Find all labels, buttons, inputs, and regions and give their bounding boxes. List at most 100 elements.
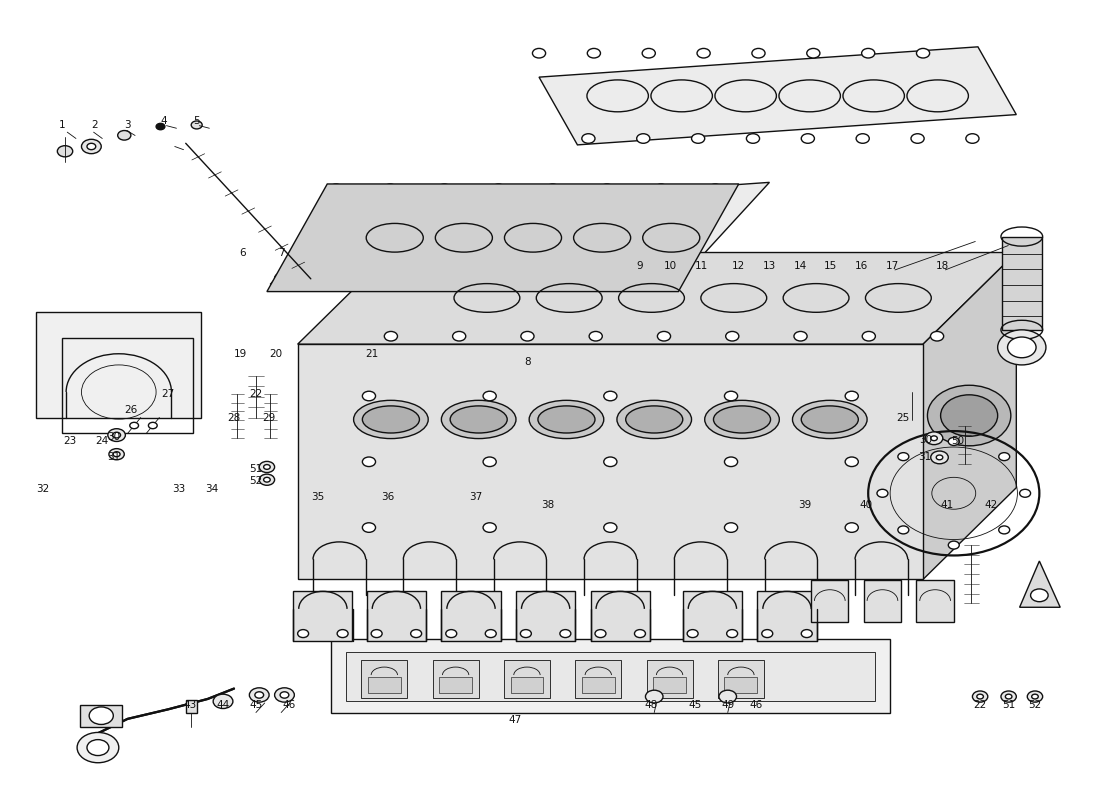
Circle shape <box>264 478 271 482</box>
Bar <box>345 652 874 702</box>
Circle shape <box>191 121 202 129</box>
Text: 49: 49 <box>722 699 735 710</box>
Circle shape <box>260 462 275 473</box>
Bar <box>575 660 622 698</box>
Ellipse shape <box>801 406 858 433</box>
Text: eurospareparts: eurospareparts <box>333 376 767 424</box>
Bar <box>186 700 197 713</box>
Circle shape <box>521 331 534 341</box>
Circle shape <box>81 139 101 154</box>
Text: 3: 3 <box>124 120 131 130</box>
Circle shape <box>601 184 614 194</box>
Ellipse shape <box>792 400 867 438</box>
Polygon shape <box>1020 561 1060 607</box>
Bar <box>294 591 352 641</box>
Bar <box>758 591 816 641</box>
Ellipse shape <box>450 406 507 433</box>
Circle shape <box>590 331 603 341</box>
Text: 50: 50 <box>952 437 965 446</box>
Bar <box>916 580 954 622</box>
Text: 32: 32 <box>36 484 50 494</box>
Circle shape <box>329 274 342 283</box>
Circle shape <box>998 330 1046 365</box>
Circle shape <box>89 707 113 725</box>
Text: 29: 29 <box>263 413 276 422</box>
Bar <box>864 580 901 622</box>
Circle shape <box>801 630 812 638</box>
Circle shape <box>483 457 496 466</box>
Circle shape <box>384 331 397 341</box>
Text: 15: 15 <box>824 261 837 271</box>
Circle shape <box>280 692 289 698</box>
Text: 46: 46 <box>283 699 296 710</box>
Text: 21: 21 <box>365 349 378 358</box>
Circle shape <box>113 452 120 457</box>
Circle shape <box>654 184 668 194</box>
Circle shape <box>845 391 858 401</box>
Bar <box>582 678 615 694</box>
Bar <box>80 705 122 727</box>
Bar <box>811 580 848 622</box>
Circle shape <box>931 451 948 464</box>
Circle shape <box>560 630 571 638</box>
Circle shape <box>1031 589 1048 602</box>
Circle shape <box>255 692 264 698</box>
Bar <box>439 678 472 694</box>
Ellipse shape <box>362 406 419 433</box>
Circle shape <box>1001 691 1016 702</box>
Text: 52: 52 <box>250 476 263 486</box>
Circle shape <box>118 130 131 140</box>
Text: 45: 45 <box>689 699 702 710</box>
Circle shape <box>483 522 496 532</box>
Bar <box>683 591 743 641</box>
Circle shape <box>410 630 421 638</box>
Circle shape <box>635 630 646 638</box>
Polygon shape <box>298 253 1016 344</box>
Text: 26: 26 <box>124 405 138 414</box>
Circle shape <box>547 184 559 194</box>
Circle shape <box>931 331 944 341</box>
Circle shape <box>845 457 858 466</box>
Text: 1: 1 <box>58 120 65 130</box>
Circle shape <box>999 453 1010 461</box>
Circle shape <box>383 274 396 283</box>
Text: 12: 12 <box>733 261 746 271</box>
Circle shape <box>801 134 814 143</box>
Text: 23: 23 <box>63 437 76 446</box>
Text: 7: 7 <box>278 247 285 258</box>
Circle shape <box>492 274 505 283</box>
Text: 8: 8 <box>525 357 531 366</box>
Circle shape <box>492 184 505 194</box>
Circle shape <box>112 432 121 438</box>
Circle shape <box>898 453 909 461</box>
Text: 22: 22 <box>250 389 263 398</box>
Circle shape <box>130 422 139 429</box>
Text: 30: 30 <box>918 435 932 445</box>
Circle shape <box>520 630 531 638</box>
Circle shape <box>726 331 739 341</box>
Text: eurospareparts: eurospareparts <box>333 456 767 504</box>
Circle shape <box>87 143 96 150</box>
Bar <box>591 591 650 641</box>
Circle shape <box>725 522 738 532</box>
Circle shape <box>658 331 671 341</box>
Text: 18: 18 <box>936 261 949 271</box>
Circle shape <box>1032 694 1038 699</box>
Bar <box>441 591 500 641</box>
Circle shape <box>604 457 617 466</box>
Circle shape <box>330 184 342 194</box>
Circle shape <box>925 432 943 445</box>
Bar <box>653 678 686 694</box>
Bar <box>647 660 693 698</box>
Text: 44: 44 <box>217 699 230 710</box>
Circle shape <box>747 134 760 143</box>
Bar <box>367 678 400 694</box>
Circle shape <box>1020 490 1031 498</box>
Circle shape <box>972 691 988 702</box>
Text: 13: 13 <box>762 261 777 271</box>
Polygon shape <box>923 253 1016 579</box>
Circle shape <box>911 134 924 143</box>
Circle shape <box>213 694 233 709</box>
Text: 2: 2 <box>91 120 98 130</box>
Text: 11: 11 <box>695 261 708 271</box>
